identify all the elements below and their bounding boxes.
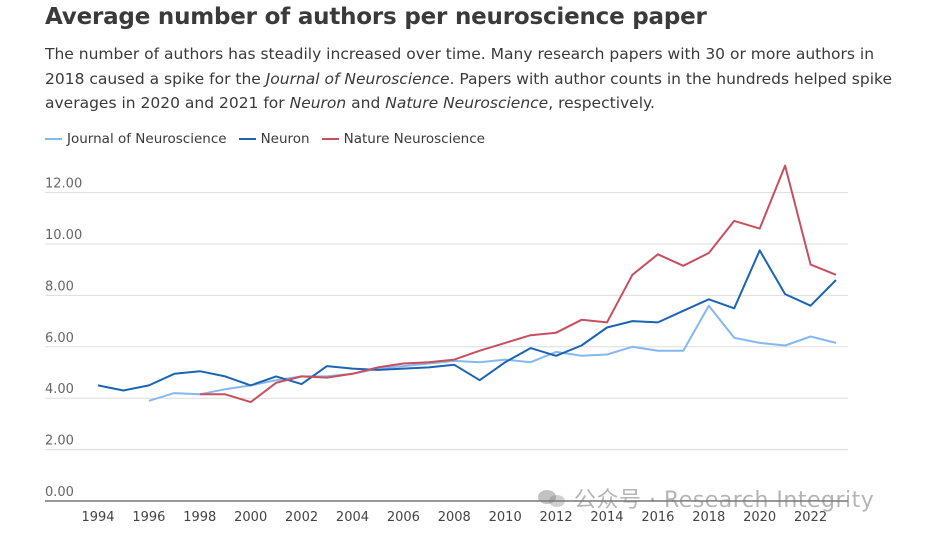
x-tick-label: 2006 [387, 510, 420, 525]
legend-swatch [321, 138, 339, 140]
chart-legend: Journal of Neuroscience Neuron Nature Neur… [45, 131, 497, 147]
watermark-text: 公众号 · Research Integrity [574, 488, 875, 513]
series-line-journal-of-neuroscience [148, 304, 837, 402]
legend-swatch [45, 138, 62, 140]
y-tick-label: 8.00 [45, 279, 74, 294]
legend-item: Nature Neuroscience [321, 131, 485, 147]
x-tick-label: 2008 [438, 510, 471, 525]
watermark: 公众号 · Research Integrity [538, 482, 874, 514]
series-line-nature-neuroscience [199, 164, 837, 404]
legend-label: Neuron [260, 131, 310, 147]
legend-item: Journal of Neuroscience [45, 131, 227, 147]
wechat-icon [538, 487, 568, 509]
chart-subtitle: The number of authors has steadily incre… [45, 42, 895, 116]
legend-item: Neuron [238, 131, 310, 147]
subtitle-part: The number of authors has steadily incre… [45, 45, 875, 88]
x-tick-label: 1996 [132, 510, 165, 525]
x-tick-label: 2020 [743, 510, 776, 525]
y-tick-label: 0.00 [45, 485, 74, 500]
legend-label: Journal of Neuroscience [67, 131, 227, 147]
x-tick-label: 2016 [641, 510, 674, 525]
x-tick-label: 2000 [234, 510, 267, 525]
x-tick-label: 2012 [540, 510, 573, 525]
series-line-neuron [97, 249, 837, 392]
gridlines [45, 192, 848, 502]
x-tick-label: 1994 [81, 510, 114, 525]
legend-label: Nature Neuroscience [343, 131, 485, 147]
y-tick-label: 6.00 [45, 331, 74, 346]
x-tick-label: 2004 [336, 510, 369, 525]
subtitle-part: Nature Neuroscience [385, 94, 549, 112]
x-tick-label: 2010 [489, 510, 522, 525]
x-tick-label: 1998 [183, 510, 216, 525]
y-tick-label: 4.00 [45, 382, 74, 397]
subtitle-part: . Papers with author counts in the hundr… [45, 69, 892, 113]
x-axis-ticks: 1994 1996 1998 2000 2002 2004 2006 2008 2010 2012… [81, 510, 827, 525]
x-tick-label: 2018 [692, 510, 725, 525]
subtitle-part: Neuron [289, 94, 347, 112]
chart-title: Average number of authors per neuroscien… [45, 4, 707, 30]
x-tick-label: 2014 [590, 510, 623, 525]
subtitle-part: and [346, 94, 386, 112]
series-lines [97, 164, 837, 404]
legend-swatch [238, 138, 256, 140]
y-tick-label: 12.00 [45, 177, 82, 192]
x-tick-label: 2002 [285, 510, 318, 525]
y-tick-label: 2.00 [45, 434, 74, 449]
subtitle-part: Journal of Neuroscience [265, 69, 450, 88]
x-tick-label: 2022 [794, 510, 827, 525]
subtitle-part: , respectively. [548, 94, 655, 112]
y-axis-ticks: 0.00 2.00 4.00 6.00 8.00 10.00 12.00 [45, 177, 82, 500]
y-tick-label: 10.00 [45, 228, 82, 243]
